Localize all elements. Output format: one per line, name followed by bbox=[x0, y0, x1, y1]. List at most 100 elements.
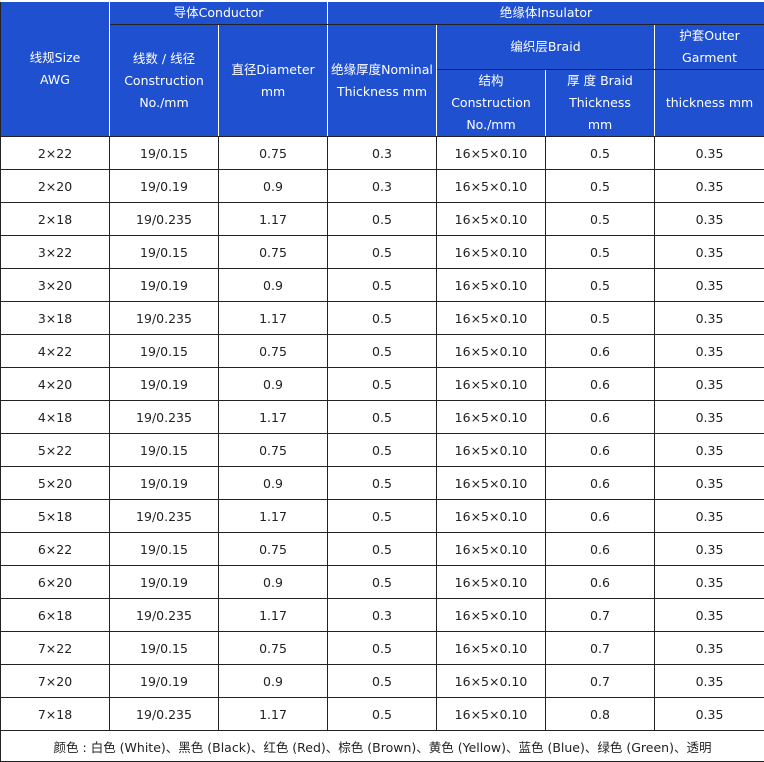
cell-nominal-thickness: 0.3 bbox=[328, 599, 437, 632]
cell-construction: 19/0.15 bbox=[110, 335, 219, 368]
cell-braid-construction: 16×5×0.10 bbox=[437, 500, 546, 533]
cell-nominal-thickness: 0.5 bbox=[328, 203, 437, 236]
cell-size: 3×22 bbox=[1, 236, 110, 269]
cell-nominal-thickness: 0.3 bbox=[328, 137, 437, 170]
cell-braid-construction: 16×5×0.10 bbox=[437, 467, 546, 500]
cell-outer-thickness: 0.35 bbox=[655, 698, 764, 731]
cell-nominal-thickness: 0.5 bbox=[328, 302, 437, 335]
cell-nominal-thickness: 0.5 bbox=[328, 698, 437, 731]
cell-size: 2×22 bbox=[1, 137, 110, 170]
cell-outer-thickness: 0.35 bbox=[655, 236, 764, 269]
cell-size: 4×22 bbox=[1, 335, 110, 368]
cell-outer-thickness: 0.35 bbox=[655, 137, 764, 170]
cell-diameter: 1.17 bbox=[219, 401, 328, 434]
cell-braid-thickness: 0.6 bbox=[546, 500, 655, 533]
cell-diameter: 1.17 bbox=[219, 698, 328, 731]
cell-nominal-thickness: 0.5 bbox=[328, 236, 437, 269]
cell-nominal-thickness: 0.5 bbox=[328, 434, 437, 467]
cell-diameter: 0.75 bbox=[219, 533, 328, 566]
cell-braid-thickness: 0.5 bbox=[546, 203, 655, 236]
cell-size: 5×18 bbox=[1, 500, 110, 533]
cell-nominal-thickness: 0.3 bbox=[328, 170, 437, 203]
cell-braid-thickness: 0.6 bbox=[546, 401, 655, 434]
cell-braid-construction: 16×5×0.10 bbox=[437, 566, 546, 599]
cell-construction: 19/0.15 bbox=[110, 533, 219, 566]
cell-braid-thickness: 0.5 bbox=[546, 269, 655, 302]
cell-outer-thickness: 0.35 bbox=[655, 500, 764, 533]
cell-size: 3×18 bbox=[1, 302, 110, 335]
cell-braid-thickness: 0.7 bbox=[546, 632, 655, 665]
color-note: 颜色 : 白色 (White)、黑色 (Black)、红色 (Red)、棕色 (… bbox=[1, 731, 764, 762]
cell-nominal-thickness: 0.5 bbox=[328, 401, 437, 434]
cell-braid-construction: 16×5×0.10 bbox=[437, 599, 546, 632]
cell-braid-thickness: 0.7 bbox=[546, 599, 655, 632]
cell-braid-construction: 16×5×0.10 bbox=[437, 665, 546, 698]
cell-construction: 19/0.235 bbox=[110, 401, 219, 434]
cell-construction: 19/0.19 bbox=[110, 566, 219, 599]
cell-outer-thickness: 0.35 bbox=[655, 632, 764, 665]
cell-nominal-thickness: 0.5 bbox=[328, 665, 437, 698]
cell-outer-thickness: 0.35 bbox=[655, 434, 764, 467]
cell-nominal-thickness: 0.5 bbox=[328, 467, 437, 500]
cell-construction: 19/0.235 bbox=[110, 500, 219, 533]
cell-outer-thickness: 0.35 bbox=[655, 269, 764, 302]
cell-diameter: 0.9 bbox=[219, 170, 328, 203]
cell-outer-thickness: 0.35 bbox=[655, 401, 764, 434]
cell-construction: 19/0.235 bbox=[110, 203, 219, 236]
cell-braid-construction: 16×5×0.10 bbox=[437, 203, 546, 236]
cell-nominal-thickness: 0.5 bbox=[328, 632, 437, 665]
cell-outer-thickness: 0.35 bbox=[655, 533, 764, 566]
cell-diameter: 1.17 bbox=[219, 500, 328, 533]
cell-diameter: 0.75 bbox=[219, 434, 328, 467]
cell-braid-thickness: 0.5 bbox=[546, 236, 655, 269]
cell-outer-thickness: 0.35 bbox=[655, 170, 764, 203]
cell-size: 7×22 bbox=[1, 632, 110, 665]
cell-outer-thickness: 0.35 bbox=[655, 566, 764, 599]
cell-outer-thickness: 0.35 bbox=[655, 467, 764, 500]
cell-nominal-thickness: 0.5 bbox=[328, 566, 437, 599]
cell-construction: 19/0.19 bbox=[110, 368, 219, 401]
cell-braid-thickness: 0.5 bbox=[546, 137, 655, 170]
cell-size: 6×18 bbox=[1, 599, 110, 632]
cell-braid-thickness: 0.6 bbox=[546, 566, 655, 599]
cell-construction: 19/0.235 bbox=[110, 599, 219, 632]
cell-diameter: 0.9 bbox=[219, 269, 328, 302]
cell-construction: 19/0.19 bbox=[110, 269, 219, 302]
cell-braid-construction: 16×5×0.10 bbox=[437, 335, 546, 368]
cell-diameter: 1.17 bbox=[219, 599, 328, 632]
header-braid: 编织层Braid bbox=[437, 25, 655, 70]
cell-construction: 19/0.19 bbox=[110, 665, 219, 698]
cell-nominal-thickness: 0.5 bbox=[328, 500, 437, 533]
cell-diameter: 0.9 bbox=[219, 566, 328, 599]
cell-braid-construction: 16×5×0.10 bbox=[437, 137, 546, 170]
cell-construction: 19/0.15 bbox=[110, 137, 219, 170]
cell-diameter: 0.9 bbox=[219, 467, 328, 500]
cell-size: 5×22 bbox=[1, 434, 110, 467]
cell-construction: 19/0.15 bbox=[110, 434, 219, 467]
cell-nominal-thickness: 0.5 bbox=[328, 335, 437, 368]
cell-nominal-thickness: 0.5 bbox=[328, 269, 437, 302]
cell-size: 3×20 bbox=[1, 269, 110, 302]
cell-braid-thickness: 0.6 bbox=[546, 467, 655, 500]
cell-braid-construction: 16×5×0.10 bbox=[437, 368, 546, 401]
cell-diameter: 1.17 bbox=[219, 302, 328, 335]
cell-outer-thickness: 0.35 bbox=[655, 599, 764, 632]
cell-braid-construction: 16×5×0.10 bbox=[437, 302, 546, 335]
